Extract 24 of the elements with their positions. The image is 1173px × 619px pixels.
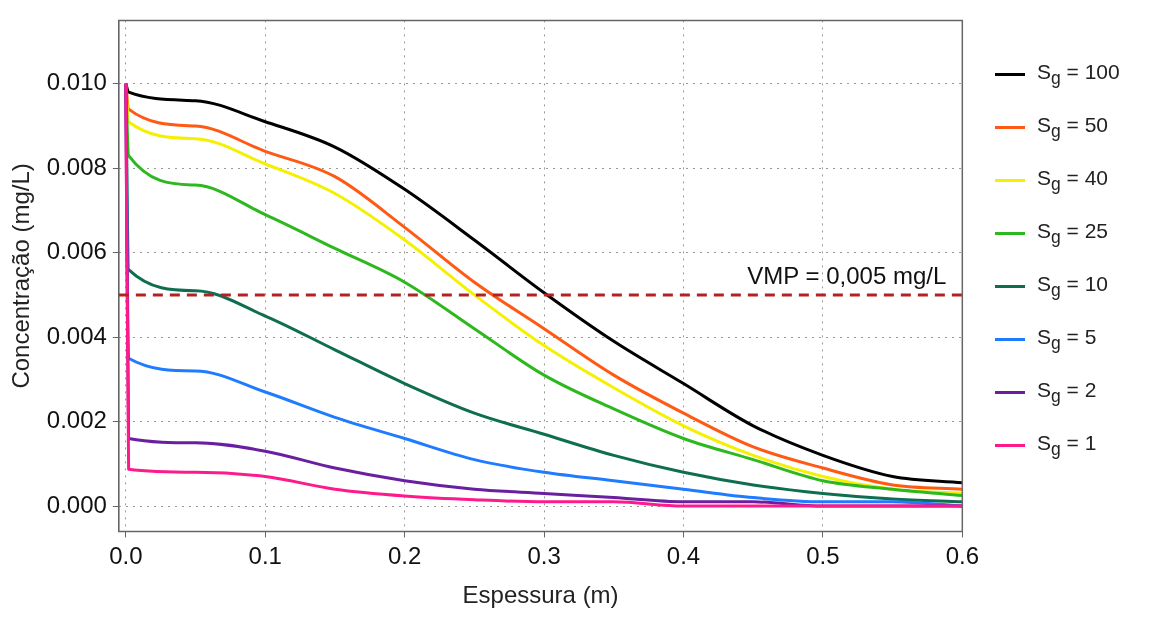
x-axis-title: Espessura (m) bbox=[462, 581, 619, 609]
legend-label: S$_{g}$ = 100 bbox=[1037, 59, 1120, 90]
legend-label: S$_{g}$ = 2 bbox=[1037, 377, 1097, 408]
y-axis-title: Concentração (mg/L) bbox=[7, 163, 35, 389]
legend-label: S$_{g}$ = 10 bbox=[1037, 271, 1109, 302]
x-tick-label: 0.3 bbox=[527, 542, 561, 570]
x-tick-label: 0.2 bbox=[387, 542, 422, 570]
y-tick-label: 0.008 bbox=[46, 152, 107, 180]
x-tick-label: 0.4 bbox=[666, 542, 701, 570]
x-tick-label: 0.0 bbox=[109, 542, 143, 570]
y-tick-label: 0.010 bbox=[46, 68, 107, 96]
legend-label: S$_{g}$ = 50 bbox=[1037, 112, 1109, 143]
y-tick-label: 0.004 bbox=[46, 321, 107, 349]
y-tick-label: 0.002 bbox=[46, 406, 107, 434]
legend-label: S$_{g}$ = 5 bbox=[1037, 324, 1097, 355]
x-tick-label: 0.5 bbox=[806, 542, 840, 570]
legend-label: S$_{g}$ = 40 bbox=[1037, 165, 1109, 196]
y-tick-label: 0.006 bbox=[46, 237, 107, 265]
x-tick-label: 0.6 bbox=[945, 542, 980, 570]
x-tick-label: 0.1 bbox=[248, 542, 282, 570]
legend-label: S$_{g}$ = 25 bbox=[1037, 218, 1109, 249]
legend-label: S$_{g}$ = 1 bbox=[1037, 430, 1097, 461]
ref-line-label: VMP = 0,005 mg/L bbox=[747, 261, 947, 289]
y-tick-label: 0.000 bbox=[46, 490, 107, 518]
